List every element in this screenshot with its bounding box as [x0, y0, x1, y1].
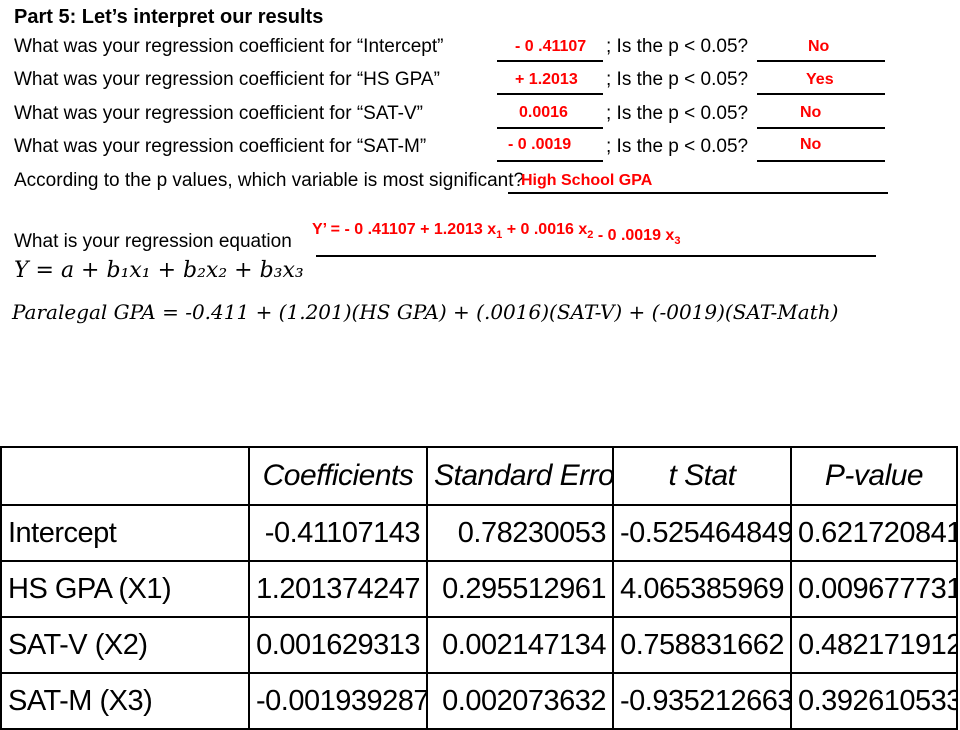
p-question-intercept: ; Is the p < 0.05?: [606, 36, 749, 57]
table-cell: 0.002147134: [426, 616, 614, 674]
table-cell: -0.525464849: [612, 504, 792, 562]
p-blank-intercept: [757, 60, 885, 62]
table-row: SAT-M (X3) -0.001939287 0.002073632 -0.9…: [0, 672, 958, 730]
coef-blank-sat-v: [497, 127, 603, 129]
table-cell: 0.295512961: [426, 560, 614, 618]
coef-answer-sat-v: 0.0016: [519, 104, 568, 121]
equation-sub-1: 1: [496, 229, 503, 242]
paralegal-formula: Paralegal GPA = -0.411 + (1.201)(HS GPA)…: [12, 300, 839, 324]
table-cell: 0.002073632: [426, 672, 614, 730]
coef-blank-hs-gpa: [497, 93, 603, 95]
equation-part-3: - 0 .0019 x: [593, 227, 675, 244]
table-cell: HS GPA (X1): [0, 560, 250, 618]
coef-answer-hs-gpa: + 1.2013: [515, 71, 578, 88]
table-header-blank: [0, 446, 250, 506]
table-cell: -0.001939287: [248, 672, 428, 730]
coef-answer-intercept: - 0 .41107: [515, 38, 587, 55]
table-cell: 0.392610533: [790, 672, 958, 730]
equation-answer: Y’ = - 0 .41107 + 1.2013 x1 + 0 .0016 x2…: [312, 221, 680, 247]
p-answer-intercept: No: [808, 38, 830, 55]
table-cell: 0.482171912: [790, 616, 958, 674]
p-question-sat-v: ; Is the p < 0.05?: [606, 103, 749, 124]
question-hs-gpa: What was your regression coefficient for…: [14, 69, 440, 90]
p-answer-sat-m: No: [800, 136, 822, 153]
table-cell: 1.201374247: [248, 560, 428, 618]
equation-question: What is your regression equation: [14, 231, 292, 252]
table-header-p-value: P-value: [790, 446, 958, 506]
significant-blank: [508, 192, 888, 194]
table-cell: Intercept: [0, 504, 250, 562]
table-cell: 0.621720841: [790, 504, 958, 562]
table-cell: 0.009677731: [790, 560, 958, 618]
equation-part-2: + 0 .0016 x: [502, 221, 588, 238]
equation-sub-2: 2: [587, 229, 594, 242]
table-cell: 0.758831662: [612, 616, 792, 674]
p-blank-sat-m: [757, 160, 885, 162]
table-row: HS GPA (X1) 1.201374247 0.295512961 4.06…: [0, 560, 958, 618]
equation-blank: [316, 255, 876, 257]
coef-blank-sat-m: [497, 160, 603, 162]
table-header-row: Coefficients Standard Error t Stat P-val…: [0, 446, 958, 506]
p-answer-sat-v: No: [800, 104, 822, 121]
table-header-t-stat: t Stat: [612, 446, 792, 506]
significant-question: According to the p values, which variabl…: [14, 170, 525, 191]
table-row: Intercept -0.41107143 0.78230053 -0.5254…: [0, 504, 958, 562]
table-cell: -0.935212663: [612, 672, 792, 730]
p-blank-hs-gpa: [757, 93, 885, 95]
p-answer-hs-gpa: Yes: [806, 71, 834, 88]
table-header-standard-error: Standard Error: [426, 446, 614, 506]
table-cell: SAT-V (X2): [0, 616, 250, 674]
coef-blank-intercept: [497, 60, 603, 62]
regression-table: Coefficients Standard Error t Stat P-val…: [0, 446, 958, 730]
table-cell: 0.001629313: [248, 616, 428, 674]
question-sat-m: What was your regression coefficient for…: [14, 136, 427, 157]
general-formula: Y = a + b₁x₁ + b₂x₂ + b₃x₃: [14, 258, 304, 283]
table-cell: -0.41107143: [248, 504, 428, 562]
table-header-coefficients: Coefficients: [248, 446, 428, 506]
equation-sub-3: 3: [674, 235, 681, 248]
table-cell: 0.78230053: [426, 504, 614, 562]
table-cell: SAT-M (X3): [0, 672, 250, 730]
p-question-sat-m: ; Is the p < 0.05?: [606, 136, 749, 157]
coef-answer-sat-m: - 0 .0019: [508, 136, 572, 153]
part-title: Part 5: Let’s interpret our results: [14, 6, 324, 28]
table-cell: 4.065385969: [612, 560, 792, 618]
p-blank-sat-v: [757, 127, 885, 129]
table-row: SAT-V (X2) 0.001629313 0.002147134 0.758…: [0, 616, 958, 674]
question-sat-v: What was your regression coefficient for…: [14, 103, 424, 124]
significant-answer: High School GPA: [521, 172, 653, 189]
p-question-hs-gpa: ; Is the p < 0.05?: [606, 69, 749, 90]
question-intercept: What was your regression coefficient for…: [14, 36, 444, 57]
equation-part-1: Y’ = - 0 .41107 + 1.2013 x: [312, 221, 497, 238]
